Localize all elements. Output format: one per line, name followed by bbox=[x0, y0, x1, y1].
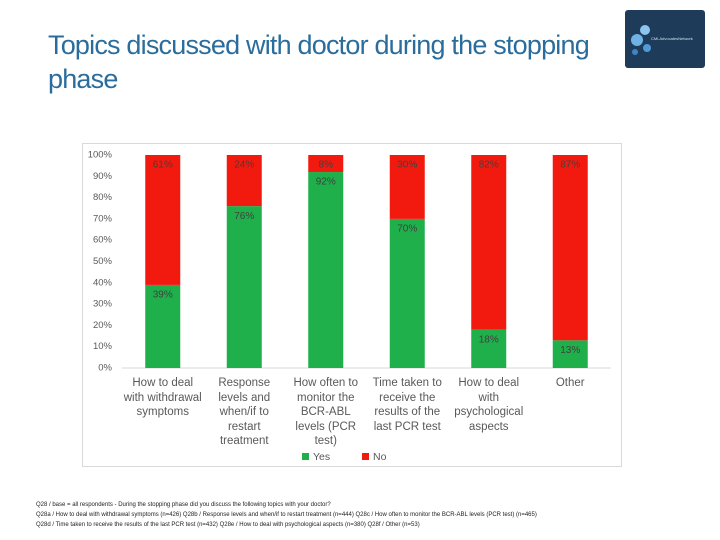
x-tick-label: How to deal with withdrawal symptoms bbox=[123, 377, 202, 418]
data-label: 24% bbox=[234, 160, 254, 171]
footnote-line: Q28 / base = all respondents - During th… bbox=[36, 502, 331, 508]
bar-segment bbox=[308, 172, 344, 368]
legend-label: Yes bbox=[313, 451, 330, 463]
data-label: 13% bbox=[560, 345, 580, 356]
logo-dot bbox=[632, 49, 638, 55]
footnote-line: Q28d / Time taken to receive the results… bbox=[36, 522, 420, 528]
logo: CMLAdvocatesNetwork bbox=[625, 10, 705, 68]
logo-dot bbox=[643, 44, 651, 52]
bar-segment bbox=[308, 155, 344, 173]
slide-title: Topics discussed with doctor during the … bbox=[48, 30, 590, 94]
y-tick-label: 40% bbox=[93, 277, 113, 288]
data-label: 8% bbox=[319, 160, 334, 171]
chart-frame bbox=[82, 143, 622, 467]
bar-segment bbox=[389, 218, 425, 368]
data-label: 70% bbox=[397, 224, 417, 235]
legend-swatch bbox=[362, 453, 369, 460]
data-label: 30% bbox=[397, 160, 417, 171]
bar-segment bbox=[552, 340, 588, 368]
bar-segment bbox=[471, 155, 507, 330]
y-tick-label: 80% bbox=[93, 192, 113, 203]
bar-segment bbox=[145, 284, 181, 368]
y-tick-label: 10% bbox=[93, 341, 113, 352]
legend-label: No bbox=[373, 451, 387, 463]
x-tick-label: Time taken to receive the results of the… bbox=[372, 377, 442, 433]
y-tick-label: 70% bbox=[93, 213, 113, 224]
y-tick-label: 20% bbox=[93, 320, 113, 331]
x-tick-label: How to deal with psychological aspects bbox=[454, 377, 524, 433]
bar-segment bbox=[226, 155, 262, 207]
legend-swatch bbox=[302, 453, 309, 460]
y-tick-label: 0% bbox=[98, 363, 112, 374]
logo-text: CMLAdvocatesNetwork bbox=[651, 36, 693, 41]
data-label: 82% bbox=[479, 160, 499, 171]
x-tick-label: Response levels and when/if to restart t… bbox=[218, 377, 271, 447]
bar-segment bbox=[471, 329, 507, 368]
data-label: 87% bbox=[560, 160, 580, 171]
y-tick-label: 60% bbox=[93, 235, 113, 246]
data-label: 76% bbox=[234, 211, 254, 222]
bar-segment bbox=[226, 206, 262, 368]
y-tick-label: 30% bbox=[93, 299, 113, 310]
x-tick-label: How often to monitor the BCR-ABL levels … bbox=[293, 377, 359, 447]
y-tick-label: 100% bbox=[88, 150, 113, 161]
y-tick-label: 50% bbox=[93, 256, 113, 267]
logo-dot bbox=[640, 25, 650, 35]
x-tick-label: Other bbox=[555, 377, 585, 389]
data-label: 18% bbox=[479, 334, 499, 345]
bar-segment bbox=[552, 155, 588, 341]
bar-segment bbox=[389, 155, 425, 219]
data-label: 39% bbox=[153, 290, 173, 301]
footnote: Q28 / base = all respondents - During th… bbox=[36, 500, 537, 530]
logo-graphic bbox=[631, 25, 651, 55]
data-label: 61% bbox=[153, 160, 173, 171]
logo-dot bbox=[631, 34, 643, 46]
footnote-line: Q28a / How to deal with withdrawal sympt… bbox=[36, 512, 537, 518]
data-label: 92% bbox=[316, 177, 336, 188]
y-tick-label: 90% bbox=[93, 171, 113, 182]
bar-segment bbox=[145, 155, 181, 285]
